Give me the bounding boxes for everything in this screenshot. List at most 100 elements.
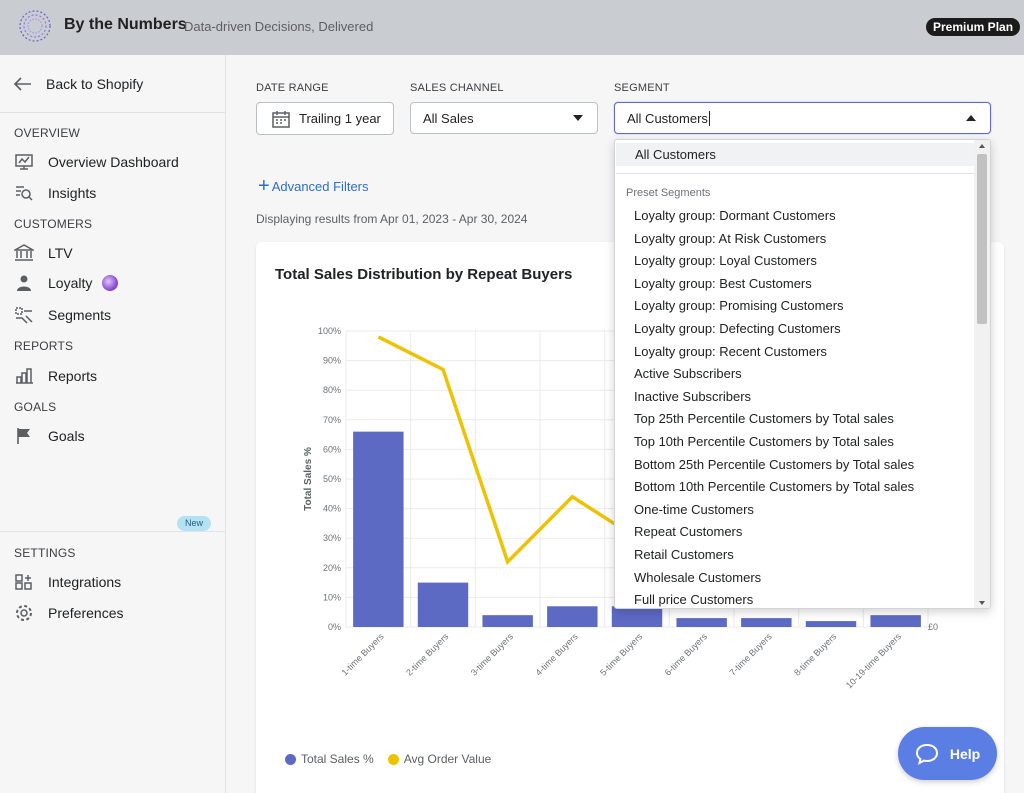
legend-dot xyxy=(285,753,296,765)
dropdown-option[interactable]: Retail Customers xyxy=(634,546,734,562)
section-settings: SETTINGS xyxy=(14,546,76,560)
dropdown-option[interactable]: Active Subscribers xyxy=(634,366,742,382)
dropdown-option[interactable]: Repeat Customers xyxy=(634,524,743,540)
dashboard-icon xyxy=(12,152,36,172)
y-axis-label: Total Sales % xyxy=(303,447,314,511)
dropdown-option[interactable]: Top 10th Percentile Customers by Total s… xyxy=(634,433,894,449)
app-name: By the Numbers xyxy=(64,16,187,33)
bar-total-sales[interactable] xyxy=(611,606,663,627)
sidebar-item-ltv[interactable]: LTV xyxy=(12,241,73,265)
bar-total-sales[interactable] xyxy=(353,431,404,627)
legend-item-avg-order-value[interactable]: Avg Order Value xyxy=(387,752,491,766)
sidebar-item-label: Integrations xyxy=(48,574,122,590)
scroll-down-arrow-icon[interactable] xyxy=(979,601,985,605)
app-tagline: Data-driven Decisions, Delivered xyxy=(184,19,374,34)
y-tick-label: 50% xyxy=(323,474,341,484)
sidebar-item-label: Overview Dashboard xyxy=(48,154,179,170)
dropdown-option[interactable]: Loyalty group: Recent Customers xyxy=(634,343,827,359)
legend-label: Total Sales % xyxy=(301,752,374,766)
x-tick-label: 8-time Buyers xyxy=(792,631,839,678)
dropdown-option[interactable]: Loyalty group: Loyal Customers xyxy=(634,253,817,269)
gear-icon xyxy=(12,603,36,623)
dropdown-option[interactable]: Loyalty group: Dormant Customers xyxy=(634,208,836,223)
sales-channel-select[interactable]: All Sales xyxy=(410,102,598,134)
bar-total-sales[interactable] xyxy=(417,582,469,627)
segment-select[interactable]: All Customers xyxy=(614,102,991,134)
sidebar-item-segments[interactable]: Segments xyxy=(12,303,111,327)
date-range-summary: Displaying results from Apr 01, 2023 - A… xyxy=(256,212,528,226)
chat-bubble-icon xyxy=(915,743,938,765)
section-reports: REPORTS xyxy=(14,339,74,353)
scroll-up-arrow-icon[interactable] xyxy=(979,144,985,148)
dropdown-scrollbar[interactable] xyxy=(974,140,990,608)
dropdown-option[interactable]: Bottom 25th Percentile Customers by Tota… xyxy=(634,456,915,472)
y-tick-label: 20% xyxy=(323,563,341,573)
bar-total-sales[interactable] xyxy=(870,615,921,627)
caret-down-icon xyxy=(573,115,583,121)
sidebar-item-loyalty[interactable]: Loyalty xyxy=(12,271,119,295)
sales-distribution-chart: 0% 10% 20% 30% 40% 50% 60% 70% 80% 90% 100% 1-time … xyxy=(303,326,938,690)
dropdown-option[interactable]: Bottom 10th Percentile Customers by Tota… xyxy=(634,479,915,495)
plus-icon: + xyxy=(258,175,270,197)
date-range-value: Trailing 1 year xyxy=(299,111,381,126)
dropdown-option[interactable]: Loyalty group: Promising Customers xyxy=(634,298,844,314)
sidebar-item-reports[interactable]: Reports xyxy=(12,364,97,388)
text-cursor xyxy=(708,110,710,126)
line-avg-order-value[interactable] xyxy=(377,335,638,566)
bar-total-sales[interactable] xyxy=(741,618,792,627)
bar-chart-icon xyxy=(12,366,36,386)
sidebar-item-insights[interactable]: Insights xyxy=(12,181,96,205)
bar-total-sales[interactable] xyxy=(676,618,727,627)
dropdown-option[interactable]: Inactive Subscribers xyxy=(634,388,752,404)
y-tick-label: 70% xyxy=(323,415,341,425)
y-tick-label: 80% xyxy=(323,385,341,395)
dropdown-option[interactable]: Full price Customers xyxy=(634,592,754,608)
date-range-button[interactable]: Trailing 1 year xyxy=(256,102,394,135)
sidebar-item-integrations[interactable]: Integrations xyxy=(12,570,121,594)
dropdown-group-label: Preset Segments xyxy=(626,187,711,199)
dropdown-option[interactable]: Wholesale Customers xyxy=(634,569,762,585)
sidebar-item-goals[interactable]: Goals xyxy=(12,424,85,448)
bar-total-sales[interactable] xyxy=(805,621,857,627)
bank-icon xyxy=(12,243,36,263)
person-icon xyxy=(12,273,36,293)
dropdown-option[interactable]: One-time Customers xyxy=(634,501,754,517)
flag-icon xyxy=(12,426,36,446)
sidebar-item-label: Insights xyxy=(48,185,97,201)
dropdown-option[interactable]: Loyalty group: Best Customers xyxy=(634,275,812,291)
help-label: Help xyxy=(949,745,981,762)
back-link-label: Back to Shopify xyxy=(46,76,144,92)
advanced-filters-link[interactable]: + Advanced Filters xyxy=(258,175,369,197)
y-tick-label: 40% xyxy=(323,504,341,514)
bar-total-sales[interactable] xyxy=(547,606,598,627)
section-customers: CUSTOMERS xyxy=(14,217,93,231)
sidebar-item-label: Segments xyxy=(48,307,112,323)
crystal-ball-icon xyxy=(102,275,119,291)
y-tick-label: 0% xyxy=(328,622,341,632)
scroll-thumb[interactable] xyxy=(977,154,987,324)
segment-input-value[interactable]: All Customers xyxy=(627,110,708,126)
section-overview: OVERVIEW xyxy=(14,126,81,140)
dropdown-option-selected[interactable]: All Customers xyxy=(616,143,975,166)
legend-item-total-sales[interactable]: Total Sales % xyxy=(285,752,374,766)
bar-total-sales[interactable] xyxy=(482,615,533,627)
back-to-shopify-link[interactable]: Back to Shopify xyxy=(14,73,143,95)
x-tick-label: 7-time Buyers xyxy=(727,631,774,678)
calendar-icon xyxy=(272,110,290,128)
sidebar-item-preferences[interactable]: Preferences xyxy=(12,601,123,625)
advanced-filters-label: Advanced Filters xyxy=(271,178,369,194)
help-button[interactable]: Help xyxy=(898,727,997,780)
sidebar-item-overview-dashboard[interactable]: Overview Dashboard xyxy=(12,150,179,174)
top-bar: By the Numbers Data-driven Decisions, De… xyxy=(0,0,1024,55)
sales-channel-value: All Sales xyxy=(423,110,474,126)
dropdown-option[interactable]: Loyalty group: At Risk Customers xyxy=(634,230,827,246)
sidebar-item-label: Reports xyxy=(48,368,98,384)
y-tick-label: 10% xyxy=(323,592,341,602)
insights-icon xyxy=(12,183,36,203)
dropdown-option[interactable]: Top 25th Percentile Customers by Total s… xyxy=(634,411,894,427)
dropdown-option[interactable]: Loyalty group: Defecting Customers xyxy=(634,320,841,336)
sidebar-divider xyxy=(0,112,226,113)
y2-tick-label: £0 xyxy=(928,622,938,632)
x-tick-label: 2-time Buyers xyxy=(404,631,451,678)
sidebar-item-label: LTV xyxy=(48,245,73,261)
